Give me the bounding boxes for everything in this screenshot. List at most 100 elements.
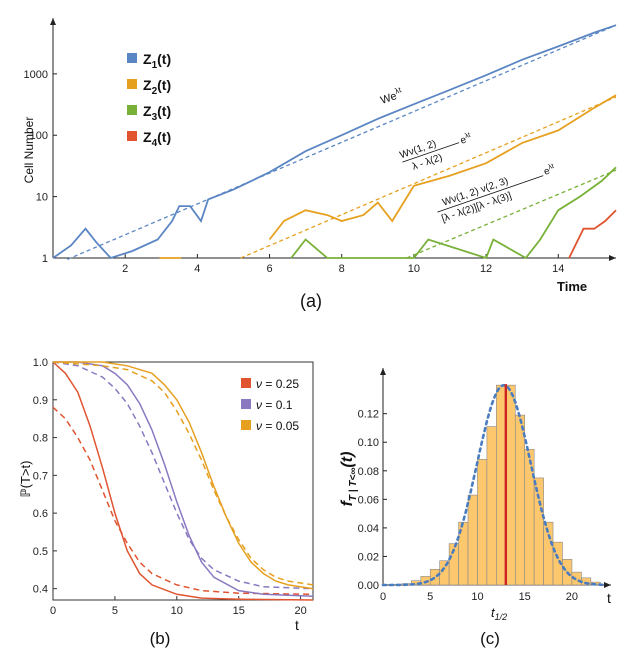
- c-histogram-bar: [477, 459, 488, 586]
- legend-label-z1: Z1(t): [143, 51, 171, 71]
- c-histogram-bar: [505, 384, 516, 586]
- b-series-0: [52, 361, 314, 601]
- a-x-tick-label: 12: [480, 263, 492, 275]
- c-y-tick-label: 0.08: [358, 466, 379, 478]
- b-y-tick-label: 0.9: [33, 395, 48, 407]
- panel-label-b: (b): [150, 629, 171, 648]
- legend-label-z2: Z2(t): [143, 77, 171, 97]
- median-label: t1/2: [491, 605, 507, 622]
- a-y-tick-label: 1: [42, 253, 48, 265]
- panel-b: 0 5 10 15 20 0.4 0.5 0.6 0.7 0.8 0.9 1.0 ℙ(T>t) t ν…: [18, 357, 314, 648]
- legend-label-nu025: ν = 0.25: [256, 377, 299, 391]
- b-y-tick-label: 1.0: [33, 357, 48, 369]
- c-x-arrow: [604, 582, 611, 588]
- a-ylabel: Cell Number: [22, 117, 36, 184]
- b-x-tick-label: 20: [294, 605, 306, 617]
- a-series-z4-t-: [568, 209, 617, 259]
- c-xlabel: t: [607, 590, 611, 606]
- panel-label-a: (a): [300, 291, 322, 311]
- panel-c: 0 5 10 15 20 0.00 0.02 0.04 0.06 0.08 0.10 0.12 fT …: [339, 368, 611, 648]
- a-x-arrow: [609, 255, 616, 261]
- a-xlabel: Time: [557, 279, 587, 294]
- b-y-tick-label: 0.4: [33, 584, 48, 596]
- c-histogram-bar: [429, 568, 440, 586]
- c-y-tick-label: 0.00: [358, 580, 379, 592]
- c-histogram-bar: [486, 426, 497, 586]
- c-y-arrow: [380, 368, 386, 375]
- a-series-z3-t-: [290, 166, 617, 260]
- c-x-tick-label: 10: [471, 591, 483, 603]
- legend-swatch-nu025: [241, 378, 251, 388]
- legend-swatch-z1: [127, 53, 137, 63]
- svg-text:eλt: eλt: [459, 132, 473, 147]
- a-x-tick-label: 2: [122, 263, 128, 275]
- legend-label-nu01: ν = 0.1: [256, 398, 293, 412]
- legend-swatch-z3: [127, 105, 137, 115]
- panel-a: 2 4 6 8 10 12 14 1 10 100 1000 Cell Number Time Z1…: [22, 18, 617, 311]
- c-y-tick-label: 0.04: [358, 523, 379, 535]
- a-y-tick-label: 1000: [24, 69, 48, 81]
- b-series-2: [53, 361, 314, 590]
- axes-a: 2 4 6 8 10 12 14 1 10 100 1000: [24, 18, 616, 275]
- annotation-fit1: Weλt: [378, 85, 405, 107]
- b-series-1: [53, 361, 314, 597]
- legend-label-nu005: ν = 0.05: [256, 419, 299, 433]
- c-y-tick-label: 0.02: [358, 551, 379, 563]
- legend-swatch-nu005: [241, 420, 251, 430]
- b-ylabel: ℙ(T>t): [18, 461, 33, 498]
- svg-text:Weλt: Weλt: [378, 85, 405, 107]
- legend-b: ν = 0.25 ν = 0.1 ν = 0.05: [241, 377, 299, 433]
- legend-a: Z1(t) Z2(t) Z3(t) Z4(t): [127, 51, 171, 149]
- c-histogram-bar: [467, 494, 478, 586]
- a-x-tick-label: 6: [266, 263, 272, 275]
- a-y-tick-label: 100: [30, 130, 48, 142]
- annotation-fit3: Wν(1, 2) ν(2, 3) [λ - λ(2)][λ - λ(3)] eλ…: [437, 163, 556, 225]
- b-xlabel: t: [295, 617, 299, 633]
- plot-area-b: [52, 361, 314, 601]
- a-x-tick-label: 14: [552, 263, 564, 275]
- c-x-tick-label: 15: [519, 591, 531, 603]
- c-x-tick-label: 20: [566, 591, 578, 603]
- c-histogram-bar: [420, 576, 431, 586]
- b-x-tick-label: 0: [50, 605, 56, 617]
- a-y-tick-label: 10: [36, 192, 48, 204]
- plot-area-c: [381, 383, 607, 587]
- legend-swatch-z4: [127, 131, 137, 141]
- c-y-tick-label: 0.06: [358, 494, 379, 506]
- b-frame: [52, 361, 314, 601]
- axes-b: 0 5 10 15 20 0.4 0.5 0.6 0.7 0.8 0.9 1.0: [33, 357, 314, 617]
- legend-swatch-nu01: [241, 399, 251, 409]
- c-x-tick-label: 0: [380, 591, 386, 603]
- c-x-tick-label: 5: [427, 591, 433, 603]
- b-series-fit-2: [52, 361, 314, 586]
- c-y-tick-label: 0.10: [358, 437, 379, 449]
- b-y-tick-label: 0.8: [33, 433, 48, 445]
- a-series-fit-z2: [240, 96, 617, 259]
- b-y-tick-label: 0.7: [33, 470, 48, 482]
- a-series-z2-t-: [268, 94, 617, 241]
- b-y-tick-label: 0.6: [33, 508, 48, 520]
- panel-label-c: (c): [480, 629, 500, 648]
- c-ylabel: fT | T<∞(t): [339, 452, 359, 507]
- b-x-tick-label: 10: [171, 605, 183, 617]
- b-x-tick-label: 5: [112, 605, 118, 617]
- a-x-tick-label: 10: [408, 263, 420, 275]
- a-x-tick-label: 4: [194, 263, 200, 275]
- svg-text:eλt: eλt: [542, 163, 556, 178]
- legend-label-z3: Z3(t): [143, 103, 171, 123]
- a-series-fit-z1: [67, 24, 617, 260]
- a-series-fit-z3: [406, 169, 617, 259]
- c-histogram-bar: [514, 414, 526, 586]
- b-x-tick-label: 15: [233, 605, 245, 617]
- annotation-fit2: Wν(1, 2) λ - λ(2) eλt: [398, 132, 473, 173]
- a-x-tick-label: 8: [339, 263, 345, 275]
- a-series-z1-t-: [52, 24, 617, 260]
- c-fit-curve: [381, 383, 607, 587]
- b-series-fit-0: [52, 406, 314, 596]
- c-histogram-bar: [496, 384, 507, 586]
- a-y-arrow: [50, 18, 56, 25]
- c-y-tick-label: 0.12: [358, 409, 379, 421]
- legend-label-z4: Z4(t): [143, 129, 171, 149]
- b-series-fit-1: [52, 361, 314, 590]
